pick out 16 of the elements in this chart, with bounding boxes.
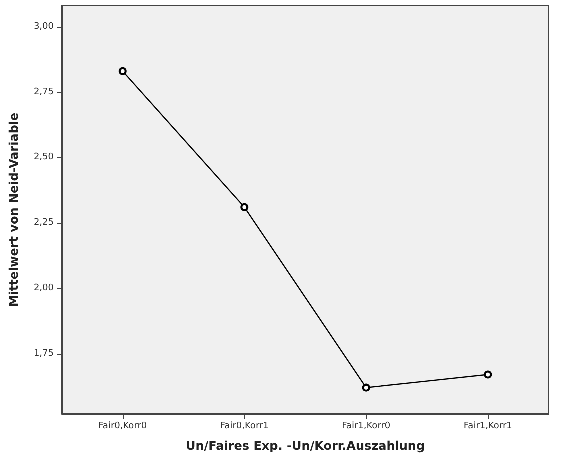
y-tick-label: 2,00: [34, 283, 54, 294]
x-tick-label: Fair1,Korr1: [464, 422, 512, 432]
point: [118, 67, 127, 76]
y-tick-label: 3,00: [34, 22, 54, 32]
y-tick-label: 2,50: [34, 152, 54, 163]
x-axis-title: Un/Faires Exp. -Un/Korr.Auszahlung: [186, 439, 426, 453]
x-tick-label: Fair0,Korr1: [220, 422, 269, 432]
x-tick-label: Fair0,Korr0: [98, 422, 148, 432]
point: [240, 203, 249, 212]
x-tick-label: Fair1,Korr0: [342, 422, 391, 432]
y-axis-title: Mittelwert von Neid-Variable: [7, 112, 21, 308]
point: [362, 384, 370, 392]
point: [484, 370, 492, 379]
y-tick-label: 2,75: [34, 87, 54, 98]
y-tick-label: 2,25: [34, 218, 54, 228]
y-tick-label: 1,75: [34, 348, 54, 359]
